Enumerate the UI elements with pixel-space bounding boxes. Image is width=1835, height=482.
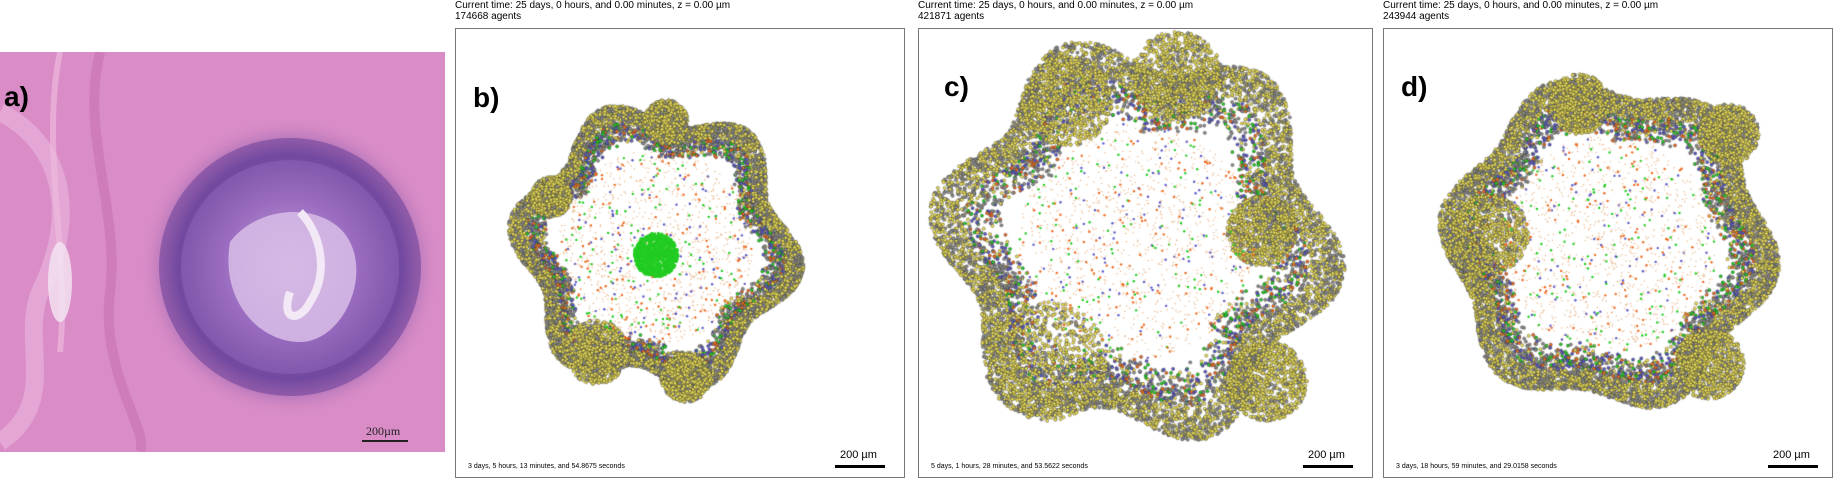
panel-c-simulation-canvas [919, 29, 1372, 477]
panel-c-footer-text: 5 days, 1 hours, 28 minutes, and 53.5622… [931, 463, 1088, 470]
panel-d-frame: d) 3 days, 18 hours, 59 minutes, and 29.… [1383, 28, 1833, 478]
panel-b-header: Current time: 25 days, 0 hours, and 0.00… [455, 0, 730, 22]
panel-d-current-time: Current time: 25 days, 0 hours, and 0.00… [1383, 0, 1659, 11]
panel-b-simulation-canvas [456, 29, 904, 477]
panel-a-label: a) [4, 81, 29, 112]
panel-d-scale-label: 200 µm [1773, 449, 1810, 461]
panel-d-header: Current time: 25 days, 0 hours, and 0.00… [1383, 0, 1658, 22]
histology-drawing [0, 52, 445, 452]
panel-d-scale-bar [1768, 465, 1818, 468]
panel-a-scale-bar [362, 440, 408, 442]
panel-c-current-time: Current time: 25 days, 0 hours, and 0.00… [918, 0, 1194, 11]
panel-b-frame: b) 3 days, 5 hours, 13 minutes, and 54.8… [455, 28, 905, 478]
panel-b-agent-count: 174668 agents [455, 11, 522, 22]
panel-c-scale-label: 200 µm [1308, 449, 1345, 461]
panel-d-footer-text: 3 days, 18 hours, 59 minutes, and 29.015… [1396, 463, 1557, 470]
histology-image: a) 200µm [0, 52, 445, 452]
panel-c-frame: c) 5 days, 1 hours, 28 minutes, and 53.5… [918, 28, 1373, 478]
panel-d-label: d) [1401, 71, 1428, 102]
panel-b-scale-bar [835, 465, 885, 468]
panel-b-current-time: Current time: 25 days, 0 hours, and 0.00… [455, 0, 731, 11]
panel-b-scale-label: 200 µm [840, 449, 877, 461]
panel-d-agent-count: 243944 agents [1383, 11, 1450, 22]
panel-a-scale-label: 200µm [366, 424, 401, 438]
panel-c-header: Current time: 25 days, 0 hours, and 0.00… [918, 0, 1193, 22]
panel-d-simulation-canvas [1384, 29, 1832, 477]
panel-b-footer-text: 3 days, 5 hours, 13 minutes, and 54.8675… [468, 463, 625, 470]
panel-c-scale-bar [1303, 465, 1353, 468]
panel-b-label: b) [473, 82, 500, 113]
panel-c-agent-count: 421871 agents [918, 11, 985, 22]
panel-c-label: c) [944, 71, 969, 102]
